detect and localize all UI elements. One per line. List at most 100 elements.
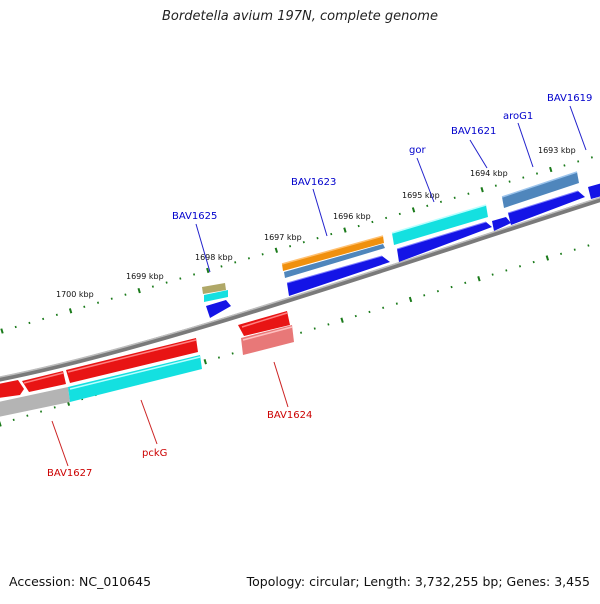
kbp-label-1695: 1695 kbp bbox=[402, 191, 440, 200]
gene-gor[interactable] bbox=[392, 205, 488, 245]
kbp-label-1694: 1694 kbp bbox=[470, 169, 508, 178]
outer-row-minor-tick bbox=[398, 212, 401, 216]
gene-aroG1[interactable] bbox=[502, 172, 579, 208]
label-BAV1627[interactable]: BAV1627 bbox=[47, 468, 92, 479]
kbp-label-1698: 1698 kbp bbox=[195, 253, 233, 262]
inner-row-minor-tick bbox=[217, 356, 221, 359]
cds-BAV1625[interactable] bbox=[206, 300, 231, 318]
gene-BAV1627[interactable] bbox=[0, 387, 70, 417]
gene-BAV1623[interactable] bbox=[284, 244, 385, 278]
cds-BAV1619[interactable] bbox=[588, 183, 600, 199]
outer-row-minor-tick bbox=[453, 196, 456, 199]
outer-row-minor-tick bbox=[151, 285, 154, 288]
inner-row-minor-tick bbox=[327, 323, 330, 326]
forward-feature-row bbox=[202, 235, 384, 294]
cds-aroG1[interactable] bbox=[508, 191, 585, 225]
cds-BAV1622[interactable] bbox=[492, 217, 511, 231]
outer-row-minor-tick bbox=[96, 301, 100, 304]
outer-row-minor-tick bbox=[563, 164, 566, 167]
inner-row-minor-tick bbox=[12, 418, 15, 422]
outer-row-minor-tick bbox=[439, 200, 443, 203]
label-pckG[interactable]: pckG bbox=[142, 448, 167, 459]
inner-row-minor-tick bbox=[313, 327, 316, 330]
gene-BAV1625[interactable] bbox=[204, 290, 228, 302]
inner-row-major-tick bbox=[203, 359, 207, 365]
kbp-label-1700: 1700 kbp bbox=[56, 290, 94, 299]
outer-row-minor-tick bbox=[535, 172, 539, 175]
scale-labels: 1700 kbp 1699 kbp 1698 kbp 1697 kbp 1696… bbox=[56, 146, 576, 299]
inner-row-minor-tick bbox=[491, 273, 494, 276]
outer-row-minor-tick bbox=[179, 277, 182, 280]
cds-BAV1624[interactable] bbox=[238, 311, 290, 336]
outer-row-major-tick bbox=[343, 227, 347, 233]
inner-row-minor-tick bbox=[587, 244, 590, 247]
outer-row-major-tick bbox=[274, 247, 279, 253]
genome-backbone bbox=[0, 196, 600, 382]
label-BAV1619[interactable]: BAV1619 bbox=[547, 93, 592, 104]
inner-row-minor-tick bbox=[354, 314, 357, 318]
kbp-label-1696: 1696 kbp bbox=[333, 212, 371, 221]
outer-row-minor-tick bbox=[426, 204, 429, 208]
outer-tick-row bbox=[0, 156, 593, 334]
inner-row-minor-tick bbox=[423, 294, 426, 297]
outer-row-minor-tick bbox=[371, 220, 374, 224]
outer-row-major-tick bbox=[0, 328, 4, 334]
genome-summary-text: Topology: circular; Length: 3,732,255 bp… bbox=[246, 574, 590, 589]
outer-row-minor-tick bbox=[522, 176, 525, 179]
inner-row-minor-tick bbox=[395, 302, 398, 305]
inner-row-major-tick bbox=[545, 255, 550, 261]
gene-pckG[interactable] bbox=[68, 355, 202, 402]
inner-row-minor-tick bbox=[450, 285, 453, 289]
label-BAV1624[interactable]: BAV1624 bbox=[267, 410, 312, 421]
label-BAV1621[interactable]: BAV1621 bbox=[451, 126, 496, 137]
kbp-label-1693: 1693 kbp bbox=[538, 146, 576, 155]
forward-leaders bbox=[195, 105, 587, 273]
outer-row-minor-tick bbox=[467, 192, 470, 195]
inner-row-minor-tick bbox=[299, 331, 303, 334]
inner-row-minor-tick bbox=[518, 265, 522, 268]
outer-row-minor-tick bbox=[28, 321, 31, 325]
rna-BAV1623[interactable] bbox=[282, 236, 384, 271]
kbp-label-1699: 1699 kbp bbox=[126, 272, 164, 281]
feature-BAV1625-misc[interactable] bbox=[202, 283, 226, 294]
label-gor[interactable]: gor bbox=[409, 145, 426, 156]
inner-row-minor-tick bbox=[573, 248, 576, 251]
inner-row-minor-tick bbox=[368, 310, 371, 314]
forward-gene-row bbox=[204, 171, 579, 302]
outer-row-minor-tick bbox=[316, 236, 319, 240]
inner-row-minor-tick bbox=[464, 281, 467, 285]
outer-row-major-tick bbox=[549, 166, 553, 173]
outer-row-minor-tick bbox=[494, 184, 497, 187]
gene-BAV1624[interactable] bbox=[241, 325, 294, 355]
inner-row-minor-tick bbox=[560, 252, 563, 256]
label-aroG1[interactable]: aroG1 bbox=[503, 111, 533, 122]
outer-row-minor-tick bbox=[590, 156, 593, 159]
reverse-cds-row bbox=[0, 311, 290, 398]
label-BAV1623[interactable]: BAV1623 bbox=[291, 177, 336, 188]
outer-row-minor-tick bbox=[261, 253, 264, 256]
label-BAV1625[interactable]: BAV1625 bbox=[172, 211, 217, 222]
cds-gor[interactable] bbox=[397, 222, 492, 262]
cds-pckG[interactable] bbox=[66, 338, 198, 383]
outer-row-minor-tick bbox=[42, 317, 45, 321]
cds-BAV1627[interactable] bbox=[22, 371, 66, 392]
inner-row-minor-tick bbox=[505, 269, 508, 272]
outer-row-minor-tick bbox=[289, 245, 292, 248]
outer-row-minor-tick bbox=[110, 297, 113, 300]
inner-row-major-tick bbox=[340, 317, 344, 323]
outer-row-minor-tick bbox=[247, 257, 250, 260]
inner-row-minor-tick bbox=[26, 414, 29, 417]
inner-row-minor-tick bbox=[231, 352, 234, 355]
reverse-leaders bbox=[51, 361, 289, 467]
outer-row-minor-tick bbox=[220, 265, 223, 268]
outer-row-minor-tick bbox=[330, 232, 333, 236]
reverse-gene-row bbox=[0, 325, 294, 417]
outer-row-minor-tick bbox=[385, 216, 388, 220]
outer-row-minor-tick bbox=[302, 240, 305, 244]
outer-row-minor-tick bbox=[14, 325, 17, 329]
cds-BAV1628[interactable] bbox=[0, 380, 24, 398]
outer-row-major-tick bbox=[411, 207, 416, 213]
cds-BAV1623[interactable] bbox=[287, 256, 390, 296]
outer-row-minor-tick bbox=[55, 313, 58, 317]
